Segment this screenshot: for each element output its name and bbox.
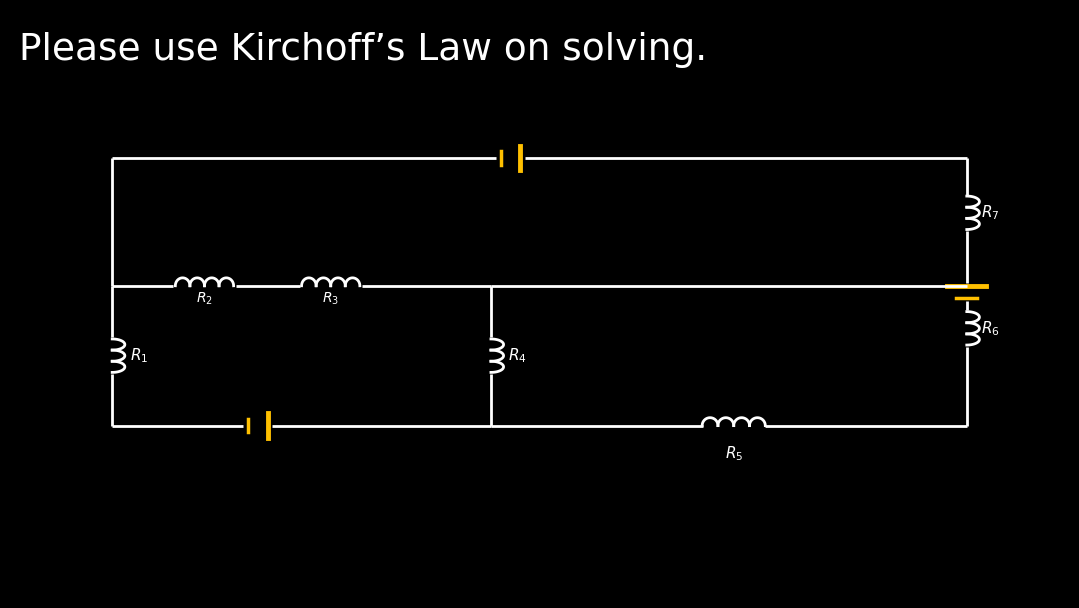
Text: $R_7$: $R_7$ xyxy=(982,204,1000,222)
Text: $R_6$: $R_6$ xyxy=(982,319,1000,337)
Text: -Compute each voltage drops and power on each resistors.: -Compute each voltage drops and power on… xyxy=(19,574,453,589)
Text: $R_4$: $R_4$ xyxy=(508,347,528,365)
Text: $R_3$: $R_3$ xyxy=(323,291,339,307)
Text: -illustrate and identify the equations of the junctions/nodes, loops, and flow o: -illustrate and identify the equations o… xyxy=(19,531,656,547)
Text: $R_5$: $R_5$ xyxy=(724,444,743,463)
Text: Please use Kirchoff’s Law on solving.: Please use Kirchoff’s Law on solving. xyxy=(19,32,708,67)
Text: $R_1$: $R_1$ xyxy=(129,347,148,365)
Text: $R_2$: $R_2$ xyxy=(196,291,213,307)
